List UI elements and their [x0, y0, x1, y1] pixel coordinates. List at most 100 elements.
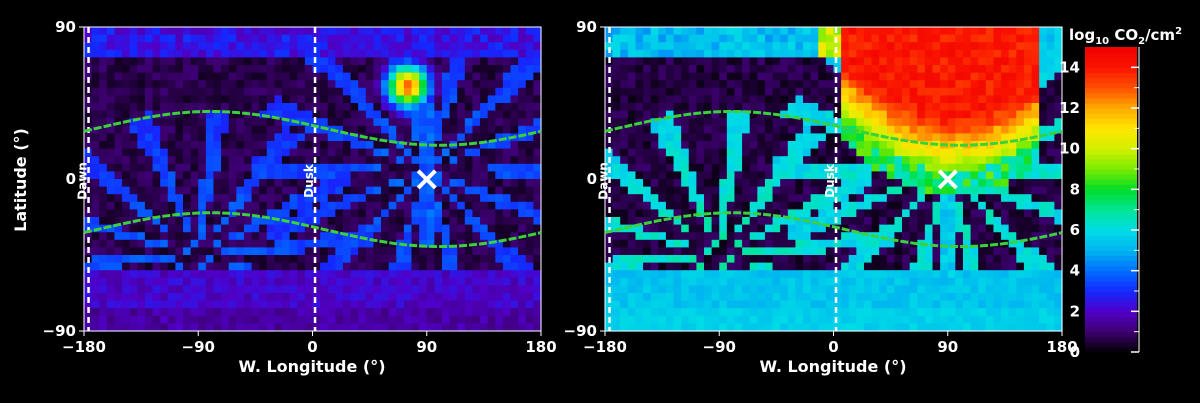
heatmap-cell	[955, 171, 964, 180]
heatmap-cell	[403, 255, 413, 264]
heatmap-cell	[993, 125, 1002, 134]
heatmap-cell	[970, 300, 979, 309]
heatmap-cell	[978, 293, 987, 302]
heatmap-cell	[190, 80, 199, 89]
heatmap-cell	[726, 156, 736, 165]
heatmap-cell	[825, 148, 835, 157]
heatmap-cell	[502, 103, 512, 112]
heatmap-cell	[282, 156, 291, 165]
heatmap-cell	[620, 171, 629, 180]
heatmap-cell	[106, 262, 116, 271]
heatmap-cell	[190, 201, 199, 210]
heatmap-cell	[472, 49, 481, 58]
heatmap-cell	[403, 49, 413, 58]
heatmap-cell	[274, 72, 283, 81]
heatmap-cell	[635, 125, 644, 134]
heatmap-cell	[144, 239, 154, 248]
heatmap-cell	[266, 27, 276, 36]
heatmap-cell	[863, 293, 873, 302]
heatmap-cell	[144, 133, 154, 142]
heatmap-cell	[160, 156, 169, 165]
heatmap-cell	[122, 255, 131, 264]
heatmap-cell	[665, 224, 675, 233]
heatmap-cell	[480, 156, 489, 165]
heatmap-cell	[795, 72, 804, 81]
heatmap-cell	[711, 34, 720, 43]
heatmap-cell	[190, 285, 199, 294]
heatmap-cell	[282, 270, 291, 279]
heatmap-cell	[502, 156, 512, 165]
heatmap-cell	[947, 315, 956, 324]
heatmap-cell	[388, 262, 397, 271]
heatmap-cell	[749, 118, 758, 127]
heatmap-cell	[787, 110, 797, 119]
heatmap-cell	[658, 209, 667, 218]
heatmap-cell	[886, 247, 896, 256]
heatmap-cell	[902, 141, 911, 150]
heatmap-cell	[719, 315, 728, 324]
heatmap-cell	[358, 27, 367, 36]
heatmap-cell	[643, 133, 652, 142]
heatmap-cell	[243, 103, 253, 112]
heatmap-cell	[228, 308, 237, 317]
heatmap-cell	[985, 224, 995, 233]
heatmap-cell	[480, 323, 489, 332]
heatmap-cell	[780, 80, 789, 89]
heatmap-cell	[833, 315, 842, 324]
heatmap-cell	[810, 34, 819, 43]
heatmap-cell	[335, 323, 344, 332]
heatmap-cell	[772, 217, 781, 226]
heatmap-cell	[627, 103, 637, 112]
heatmap-cell	[818, 163, 827, 172]
heatmap-cell	[1001, 49, 1010, 58]
heatmap-cell	[688, 209, 697, 218]
heatmap-cell	[350, 103, 359, 112]
heatmap-cell	[457, 34, 466, 43]
heatmap-cell	[764, 80, 774, 89]
heatmap-cell	[129, 308, 138, 317]
heatmap-cell	[259, 179, 268, 188]
heatmap-cell	[137, 224, 146, 233]
heatmap-cell	[1023, 209, 1033, 218]
heatmap-cell	[84, 300, 93, 309]
heatmap-cell	[457, 171, 466, 180]
heatmap-cell	[190, 308, 199, 317]
heatmap-cell	[289, 125, 298, 134]
heatmap-cell	[114, 209, 123, 218]
heatmap-cell	[909, 285, 918, 294]
heatmap-cell	[787, 293, 797, 302]
heatmap-cell	[772, 49, 781, 58]
heatmap-cell	[742, 194, 751, 203]
heatmap-cell	[841, 57, 850, 66]
heatmap-cell	[863, 118, 873, 127]
heatmap-cell	[243, 232, 253, 241]
heatmap-cell	[251, 300, 260, 309]
heatmap-cell	[818, 125, 827, 134]
heatmap-cell	[940, 179, 949, 188]
heatmap-cell	[612, 163, 621, 172]
heatmap-cell	[787, 42, 797, 51]
heatmap-cell	[335, 148, 344, 157]
heatmap-cell	[643, 87, 652, 96]
heatmap-cell	[228, 95, 237, 104]
heatmap-cell	[449, 148, 458, 157]
heatmap-cell	[1023, 141, 1033, 150]
heatmap-cell	[342, 133, 352, 142]
heatmap-cell	[358, 308, 367, 317]
heatmap-cell	[772, 148, 781, 157]
heatmap-cell	[719, 308, 728, 317]
heatmap-cell	[266, 80, 276, 89]
heatmap-cell	[757, 42, 766, 51]
heatmap-cell	[449, 232, 458, 241]
heatmap-cell	[749, 133, 758, 142]
heatmap-cell	[1023, 87, 1033, 96]
heatmap-cell	[91, 186, 100, 195]
heatmap-cell	[464, 110, 474, 119]
heatmap-cell	[388, 201, 397, 210]
heatmap-cell	[1001, 315, 1010, 324]
heatmap-cell	[518, 239, 527, 248]
heatmap-cell	[902, 49, 911, 58]
heatmap-cell	[487, 285, 496, 294]
heatmap-cell	[99, 49, 108, 58]
